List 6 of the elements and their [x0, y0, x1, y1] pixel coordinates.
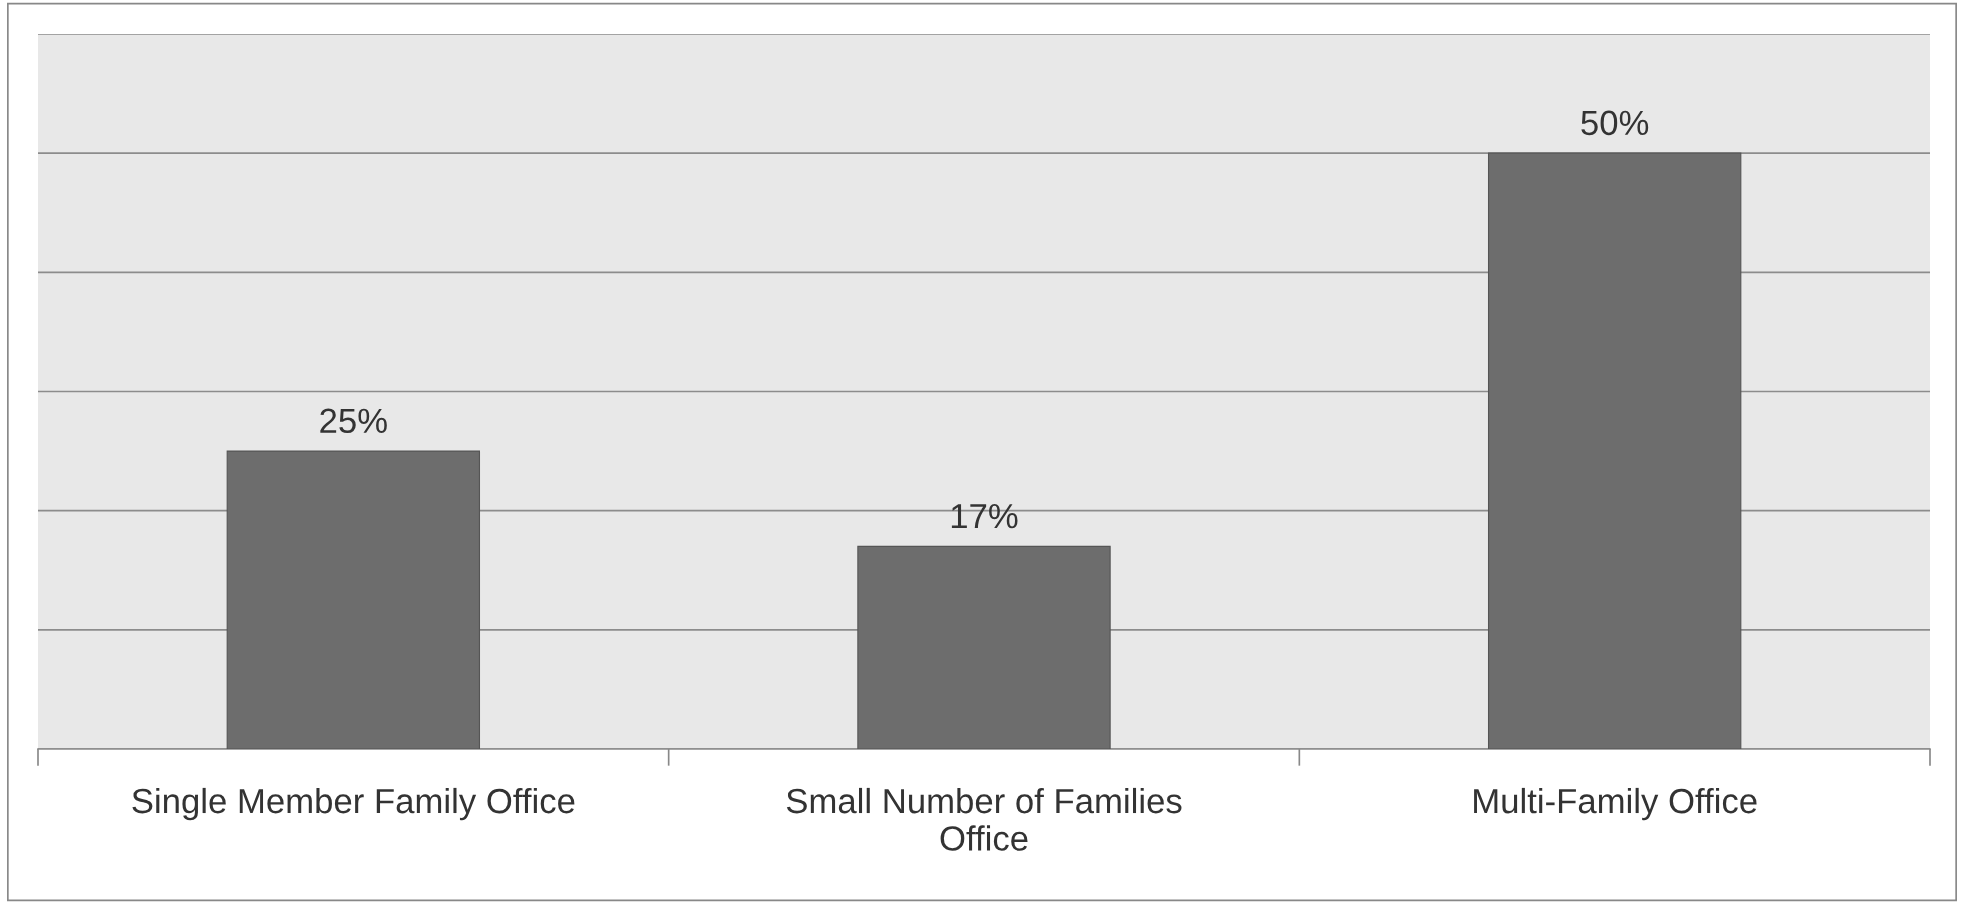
- x-tick-label: Single Member Family Office: [132, 787, 575, 821]
- data-label: 50%: [1581, 110, 1649, 136]
- x-tick-label: Small Number of Families Office: [786, 787, 1182, 851]
- x-tick-label: Multi-Family Office: [1474, 787, 1757, 821]
- data-label: 17%: [951, 504, 1018, 529]
- data-label: 25%: [320, 408, 387, 434]
